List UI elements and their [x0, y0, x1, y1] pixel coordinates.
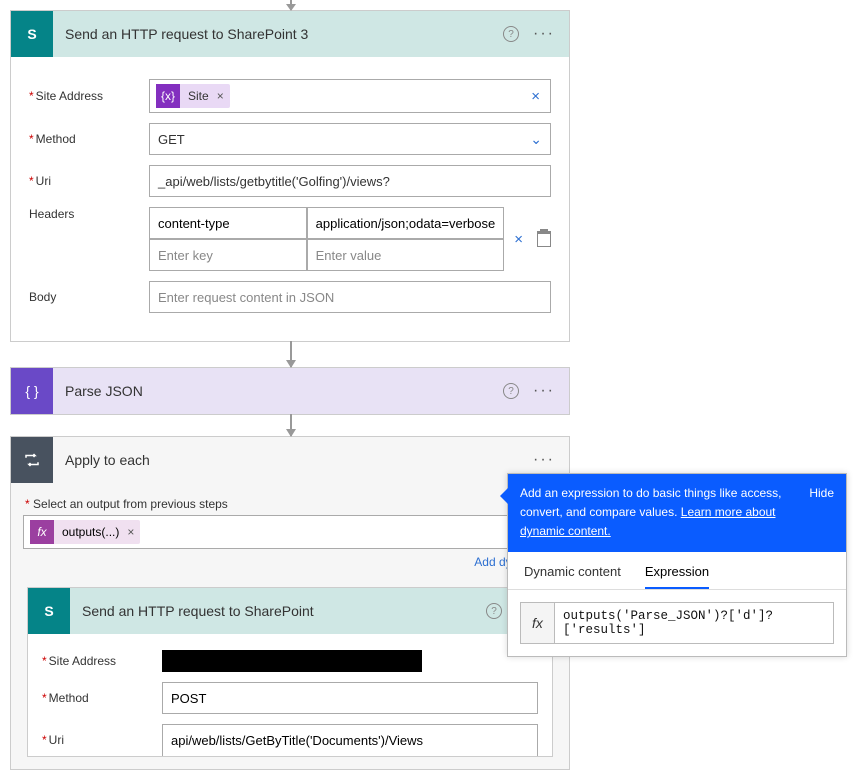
header-key-input-empty[interactable]: Enter key	[149, 239, 307, 271]
method-label: Method	[42, 691, 162, 705]
data-operation-icon: { }	[11, 368, 53, 414]
remove-header-row-icon[interactable]: ×	[514, 231, 527, 248]
headers-label: Headers	[29, 207, 149, 221]
sharepoint-icon: S	[11, 11, 53, 57]
uri-label: Uri	[42, 733, 162, 747]
callout-pointer	[500, 488, 508, 504]
more-menu-icon[interactable]: ···	[533, 382, 555, 400]
variable-icon: {x}	[156, 84, 180, 108]
site-token: {x} Site ×	[156, 84, 230, 108]
site-address-input[interactable]: {x} Site × ×	[149, 79, 551, 113]
card-header[interactable]: S Send an HTTP request to SharePoint ? ·…	[28, 588, 552, 634]
method-label: Method	[29, 132, 149, 146]
uri-input[interactable]: _api/web/lists/getbytitle('Golfing')/vie…	[149, 165, 551, 197]
clear-field-icon[interactable]: ×	[531, 88, 544, 105]
method-value: GET	[158, 132, 185, 147]
card-header[interactable]: Apply to each ···	[11, 437, 569, 483]
remove-token-icon[interactable]: ×	[217, 89, 230, 103]
card-header[interactable]: S Send an HTTP request to SharePoint 3 ?…	[11, 11, 569, 57]
add-dynamic-content-link[interactable]: Add dynamic c	[23, 555, 557, 569]
more-menu-icon[interactable]: ···	[533, 451, 555, 469]
parse-json-action-card: { } Parse JSON ? ···	[10, 367, 570, 415]
header-value-input[interactable]: application/json;odata=verbose	[307, 207, 505, 239]
hide-panel-button[interactable]: Hide	[809, 484, 834, 542]
header-key-input[interactable]: content-type	[149, 207, 307, 239]
help-icon[interactable]: ?	[503, 26, 519, 42]
fx-icon: fx	[521, 603, 555, 643]
expression-editor-panel: Add an expression to do basic things lik…	[507, 473, 847, 657]
card-title: Send an HTTP request to SharePoint 3	[53, 26, 503, 42]
expression-input-row: fx outputs('Parse_JSON')?['d']?['results…	[520, 602, 834, 644]
chevron-down-icon: ⌄	[530, 131, 542, 148]
card-title: Apply to each	[53, 452, 533, 468]
site-token-label: Site	[180, 89, 217, 103]
uri-input[interactable]: api/web/lists/GetByTitle('Documents')/Vi…	[162, 724, 538, 756]
body-label: Body	[29, 290, 149, 304]
tab-dynamic-content[interactable]: Dynamic content	[524, 564, 621, 589]
site-address-label: Site Address	[29, 89, 149, 103]
expression-token: fx outputs(...) ×	[30, 520, 140, 544]
remove-token-icon[interactable]: ×	[127, 525, 140, 539]
site-address-label: Site Address	[42, 654, 162, 668]
method-select[interactable]: GET ⌄	[149, 123, 551, 155]
uri-label: Uri	[29, 174, 149, 188]
help-icon[interactable]: ?	[503, 383, 519, 399]
help-icon[interactable]: ?	[486, 603, 502, 619]
inner-sharepoint-action-card: S Send an HTTP request to SharePoint ? ·…	[27, 587, 553, 757]
card-title: Send an HTTP request to SharePoint	[70, 603, 486, 619]
expression-token-label: outputs(...)	[54, 525, 127, 539]
tab-expression[interactable]: Expression	[645, 564, 709, 589]
method-select[interactable]: POST	[162, 682, 538, 714]
apply-to-each-action-card: Apply to each ··· Select an output from …	[10, 436, 570, 770]
switch-mode-icon[interactable]	[537, 231, 551, 247]
sharepoint-http-action-card: S Send an HTTP request to SharePoint 3 ?…	[10, 10, 570, 342]
loop-icon	[11, 437, 53, 483]
more-menu-icon[interactable]: ···	[533, 25, 555, 43]
select-output-input[interactable]: fx outputs(...) ×	[23, 515, 557, 549]
redacted-site-address	[162, 650, 422, 672]
body-input[interactable]: Enter request content in JSON	[149, 281, 551, 313]
expression-input[interactable]: outputs('Parse_JSON')?['d']?['results']	[555, 603, 833, 643]
select-output-label: Select an output from previous steps	[25, 497, 557, 511]
card-title: Parse JSON	[53, 383, 503, 399]
sharepoint-icon: S	[28, 588, 70, 634]
header-value-input-empty[interactable]: Enter value	[307, 239, 505, 271]
card-header[interactable]: { } Parse JSON ? ···	[11, 368, 569, 414]
fx-icon: fx	[30, 520, 54, 544]
